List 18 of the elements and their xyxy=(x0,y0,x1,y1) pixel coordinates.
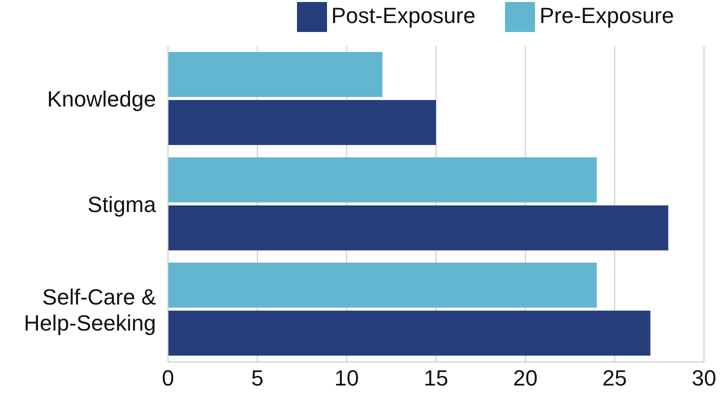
x-tick-label: 25 xyxy=(602,366,627,391)
x-tick-label: 0 xyxy=(162,366,174,391)
x-tick-label: 5 xyxy=(251,366,264,391)
y-tick-label: Stigma xyxy=(88,192,157,216)
x-tick-label: 10 xyxy=(334,366,359,391)
bar xyxy=(168,52,382,97)
x-tick-label: 30 xyxy=(692,366,716,391)
bar xyxy=(168,310,650,356)
legend-label: Post-Exposure xyxy=(331,2,476,28)
bar xyxy=(168,262,597,308)
bar xyxy=(168,100,436,145)
x-tick-label: 20 xyxy=(513,366,538,391)
legend-label: Pre-Exposure xyxy=(539,2,674,28)
y-tick-label: Knowledge xyxy=(47,86,156,112)
x-tick-label: 15 xyxy=(424,366,448,391)
bar xyxy=(168,157,597,202)
bar xyxy=(168,205,668,250)
y-tick-label: Self-Care & Help-Seeking xyxy=(24,284,156,335)
